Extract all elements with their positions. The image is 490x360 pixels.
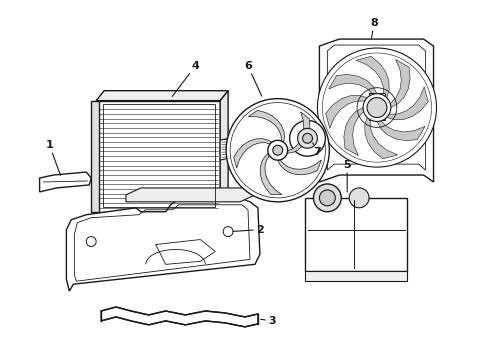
Circle shape [273, 145, 283, 155]
Polygon shape [390, 59, 410, 108]
Polygon shape [326, 95, 367, 129]
Polygon shape [329, 75, 377, 94]
Polygon shape [298, 130, 318, 145]
Text: 4: 4 [172, 61, 199, 96]
Polygon shape [126, 188, 255, 202]
Polygon shape [234, 139, 272, 168]
Circle shape [363, 94, 391, 121]
Polygon shape [356, 56, 389, 98]
Polygon shape [101, 307, 258, 327]
Polygon shape [220, 91, 228, 212]
Text: 3: 3 [261, 316, 275, 326]
Circle shape [226, 99, 329, 202]
Circle shape [367, 98, 387, 117]
Polygon shape [387, 87, 428, 120]
Text: 1: 1 [46, 140, 60, 175]
Circle shape [319, 190, 335, 206]
Circle shape [318, 48, 437, 167]
Circle shape [314, 184, 341, 212]
Polygon shape [305, 198, 407, 271]
Polygon shape [305, 271, 407, 281]
Polygon shape [287, 112, 310, 153]
Circle shape [268, 140, 288, 160]
Polygon shape [220, 135, 240, 160]
Polygon shape [278, 160, 321, 175]
Polygon shape [91, 100, 99, 212]
Polygon shape [66, 198, 260, 291]
Text: 5: 5 [343, 160, 351, 192]
Polygon shape [344, 108, 364, 156]
Text: 7: 7 [313, 143, 321, 157]
Circle shape [290, 121, 325, 156]
Polygon shape [156, 239, 215, 264]
Circle shape [302, 133, 313, 143]
Polygon shape [96, 91, 228, 100]
Text: 8: 8 [370, 18, 378, 38]
Text: 2: 2 [233, 225, 264, 235]
Polygon shape [365, 117, 398, 159]
Polygon shape [319, 39, 434, 182]
Circle shape [349, 188, 369, 208]
Polygon shape [377, 121, 425, 141]
Polygon shape [369, 93, 385, 121]
Polygon shape [260, 153, 282, 195]
Text: 6: 6 [244, 61, 262, 96]
Circle shape [297, 129, 318, 148]
Polygon shape [248, 111, 285, 142]
Polygon shape [96, 100, 220, 212]
Polygon shape [40, 172, 91, 192]
